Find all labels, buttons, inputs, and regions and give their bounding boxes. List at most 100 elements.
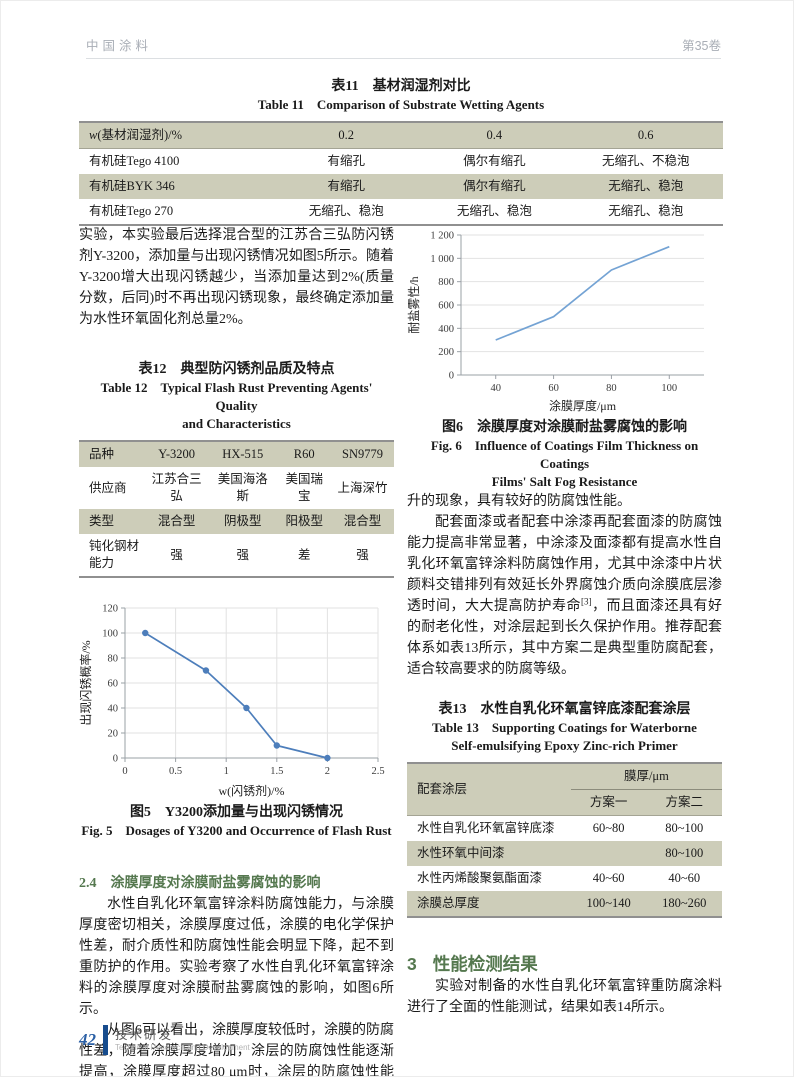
table-cell: 混合型 <box>343 514 382 528</box>
table-cell <box>571 841 647 866</box>
table-cell: 60~80 <box>592 821 625 835</box>
table11: w(基材润湿剂)/% 0.2 0.4 0.6 有机硅Tego 4100 有缩孔 … <box>79 121 723 226</box>
svg-text:1 200: 1 200 <box>430 231 454 242</box>
svg-text:涂膜厚度/μm: 涂膜厚度/μm <box>549 398 617 413</box>
table11-header-row: w(基材润湿剂)/% 0.2 0.4 0.6 <box>79 122 723 149</box>
page-number: 42 <box>79 1030 96 1049</box>
table12-header-cell: 品种 <box>89 447 115 461</box>
table13-subheader-row: 方案一 方案二 <box>407 789 722 816</box>
section-2-4-heading: 2.4 涂膜厚度对涂膜耐盐雾腐蚀的影响 <box>79 876 321 891</box>
svg-text:1: 1 <box>224 766 229 777</box>
table-row: 水性丙烯酸聚氨酯面漆 40~60 40~60 <box>407 866 722 891</box>
table12-header-cell: R60 <box>293 447 315 461</box>
citation-marker: [3] <box>581 596 592 607</box>
table-cell: 80~100 <box>665 846 704 860</box>
table-cell: 无缩孔、稳泡 <box>456 204 532 218</box>
table13-header-cell: 方案一 <box>570 789 647 816</box>
table11-header-cell: 0.2 <box>338 128 355 142</box>
svg-text:1.5: 1.5 <box>270 766 283 777</box>
figure6-caption-en: Fig. 6 Influence of Coatings Film Thickn… <box>430 438 699 471</box>
table-cell: 供应商 <box>89 480 127 495</box>
svg-text:60: 60 <box>108 679 119 690</box>
section-3-heading: 3 性能检测结果 <box>407 954 538 974</box>
svg-text:400: 400 <box>438 324 454 335</box>
table-row: 钝化钢材能力 强 强 差 强 <box>79 534 394 577</box>
paragraph: 配套面漆或者配套中涂漆再配套面漆的防腐蚀能力提高非常显著，中涂漆及面漆都有提高水… <box>407 515 722 677</box>
volume-label: 第35卷 <box>682 39 721 53</box>
paragraph: 实验对制备的水性自乳化环氧富锌重防腐涂料进行了全面的性能测试，结果如表14所示。 <box>407 979 722 1015</box>
table-cell: 美国瑞宝 <box>285 472 323 503</box>
svg-text:0: 0 <box>449 371 454 382</box>
table12-title-en: and Characteristics <box>182 416 291 431</box>
left-column: 实验，本实验最后选择混合型的江苏合三弘防闪锈剂Y-3200，添加量与出现闪锈情况… <box>79 225 394 1077</box>
svg-text:20: 20 <box>108 729 119 740</box>
figure6-caption-en: Films' Salt Fog Resistance <box>491 474 638 489</box>
table-cell: 100~140 <box>586 896 631 910</box>
paragraph: 从图6可以看出，涂膜厚度较低时，涂膜的防腐性差，随着涂膜厚度增加，涂层的防腐蚀性… <box>79 1023 394 1077</box>
table-cell: 水性环氧中间漆 <box>417 846 505 860</box>
table12-header-cell: Y-3200 <box>158 447 196 461</box>
figure5-block: 0 20 40 60 80 100 120 0 0.5 1 1.5 2 2.5 w(闪锈剂)/% 出现闪锈概… <box>79 598 394 840</box>
table-row: 有机硅BYK 346 有缩孔 偶尔有缩孔 无缩孔、稳泡 <box>79 174 723 199</box>
table12: 品种 Y-3200 HX-515 R60 SN9779 供应商 江苏合三弘 美国… <box>79 440 394 578</box>
table-cell: 钝化钢材能力 <box>89 539 140 570</box>
svg-text:80: 80 <box>108 654 119 665</box>
table-cell: 有机硅BYK 346 <box>89 179 175 193</box>
paragraph: 水性自乳化环氧富锌涂料防腐蚀能力，与涂膜厚度密切相关，涂膜厚度过低，涂膜的电化学… <box>79 897 394 1017</box>
table-cell: 无缩孔、稳泡 <box>608 179 684 193</box>
paragraph: 实验，本实验最后选择混合型的江苏合三弘防闪锈剂Y-3200，添加量与出现闪锈情况… <box>79 228 394 327</box>
table13-title-en: Self-emulsifying Epoxy Zinc-rich Primer <box>451 738 678 753</box>
table-cell: 上海深竹 <box>337 480 388 495</box>
figure5-caption-cn: 图5 Y3200添加量与出现闪锈情况 <box>129 805 344 820</box>
svg-text:0.5: 0.5 <box>169 766 182 777</box>
table13-title-cn: 表13 水性自乳化环氧富锌底漆配套涂层 <box>438 702 691 717</box>
table-row: 水性自乳化环氧富锌底漆 60~80 80~100 <box>407 816 722 842</box>
table-row: 有机硅Tego 270 无缩孔、稳泡 无缩孔、稳泡 无缩孔、稳泡 <box>79 199 723 225</box>
table-cell: 阳极型 <box>285 514 323 528</box>
two-column-body: 实验，本实验最后选择混合型的江苏合三弘防闪锈剂Y-3200，添加量与出现闪锈情况… <box>79 225 723 1077</box>
table11-header-cell: 0.6 <box>637 128 654 142</box>
table-cell: 无缩孔、稳泡 <box>608 204 684 218</box>
table12-title-en: Table 12 Typical Flash Rust Preventing A… <box>100 380 373 413</box>
table-cell: 80~100 <box>665 821 704 835</box>
table12-header-row: 品种 Y-3200 HX-515 R60 SN9779 <box>79 441 394 467</box>
table-cell: 偶尔有缩孔 <box>463 179 526 193</box>
svg-text:2: 2 <box>325 766 330 777</box>
table13-block: 表13 水性自乳化环氧富锌底漆配套涂层 Table 13 Supporting … <box>407 700 722 918</box>
header-rule <box>86 58 721 59</box>
svg-text:1 000: 1 000 <box>430 254 454 265</box>
svg-text:80: 80 <box>606 383 617 394</box>
right-column: 0 200 400 600 800 1 000 1 200 40 60 80 100 涂膜厚度/μm 耐… <box>407 225 722 1076</box>
table-cell: 强 <box>236 547 250 562</box>
svg-text:w(闪锈剂)/%: w(闪锈剂)/% <box>219 783 285 798</box>
svg-text:100: 100 <box>102 629 118 640</box>
figure6-block: 0 200 400 600 800 1 000 1 200 40 60 80 100 涂膜厚度/μm 耐… <box>407 225 722 491</box>
svg-text:120: 120 <box>102 604 118 615</box>
svg-text:0: 0 <box>122 766 127 777</box>
table-cell: 强 <box>170 547 183 562</box>
table-cell: 混合型 <box>157 514 196 528</box>
table-cell: 40~60 <box>668 871 701 885</box>
table-cell: 阴极型 <box>224 514 262 528</box>
footer-section-cn: 技术研发 <box>115 1027 174 1042</box>
footer-bar <box>103 1025 108 1055</box>
table-cell: 水性自乳化环氧富锌底漆 <box>417 821 555 835</box>
table13: 配套涂层 膜厚/μm 方案一 方案二 水性自乳化环氧富锌底漆 60~80 80~… <box>407 762 722 918</box>
paragraph: 升的现象，具有较好的防腐蚀性能。 <box>407 494 631 509</box>
page-footer: 42 技术研发 Technical Research and Developme… <box>79 1025 250 1055</box>
table-cell: 无缩孔、稳泡 <box>308 204 384 218</box>
svg-text:耐盐雾性/h: 耐盐雾性/h <box>407 276 421 333</box>
table-row: 涂膜总厚度 100~140 180~260 <box>407 891 722 917</box>
figure5-chart: 0 20 40 60 80 100 120 0 0.5 1 1.5 2 2.5 w(闪锈剂)/% 出现闪锈概… <box>79 598 394 800</box>
svg-text:200: 200 <box>438 347 454 358</box>
table13-header-cell: 膜厚/μm <box>570 763 722 790</box>
figure6-caption-cn: 图6 涂膜厚度对涂膜耐盐雾腐蚀的影响 <box>442 420 687 435</box>
svg-text:60: 60 <box>548 383 559 394</box>
footer-section-en: Technical Research and Development <box>115 1042 250 1052</box>
table-cell: 美国海洛斯 <box>217 472 268 503</box>
journal-name: 中国涂料 <box>86 39 153 53</box>
svg-text:2.5: 2.5 <box>371 766 384 777</box>
table-cell: 有缩孔 <box>327 154 365 168</box>
table11-title-cn: 表11 基材润湿剂对比 <box>331 79 471 94</box>
